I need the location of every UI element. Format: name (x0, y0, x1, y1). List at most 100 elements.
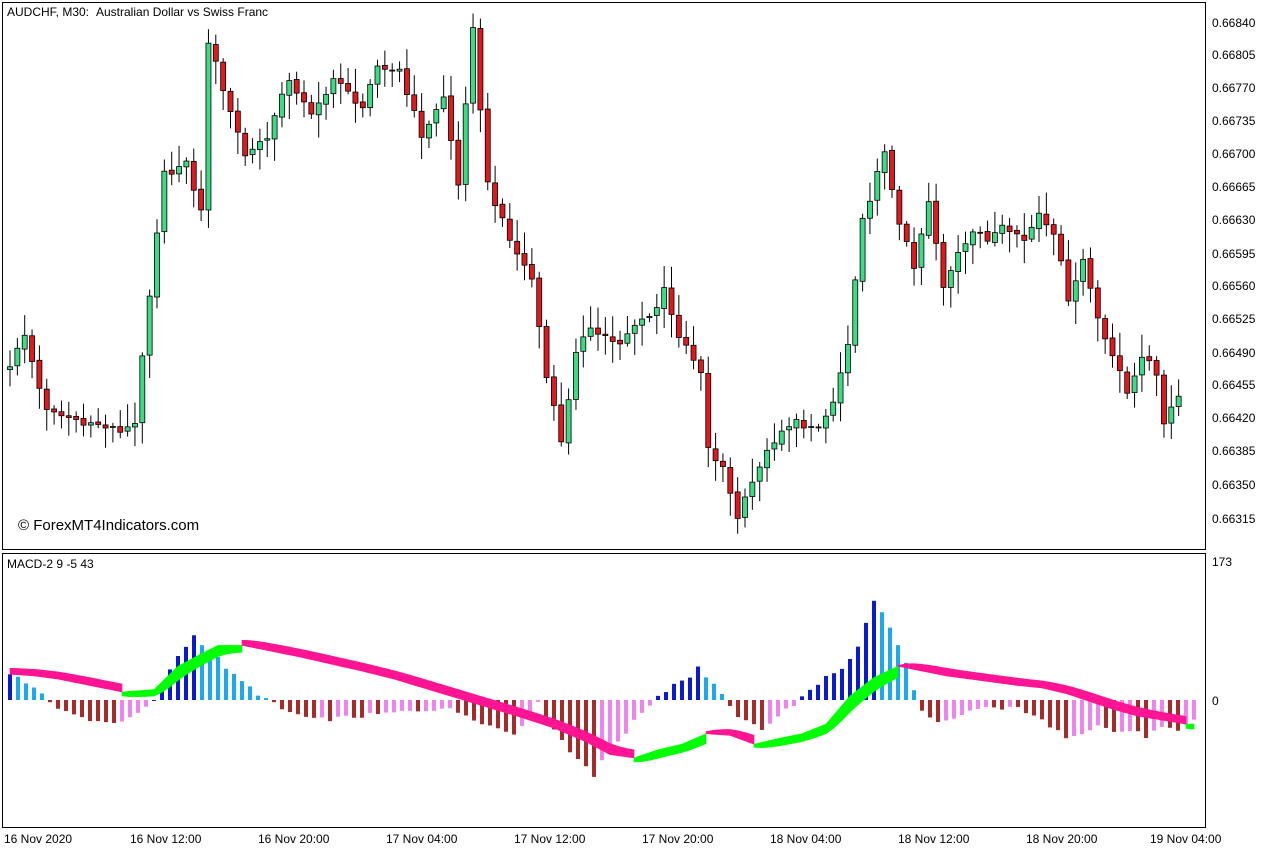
candle-body (653, 307, 660, 316)
candle-body (705, 373, 712, 448)
histogram-bar (808, 689, 812, 700)
signal-band-segment (1137, 706, 1147, 718)
symbol-description: Australian Dollar vs Swiss Franc (96, 5, 268, 19)
candle-body (43, 388, 50, 410)
signal-band-segment (353, 660, 363, 672)
signal-band-segment (921, 663, 931, 674)
signal-band-segment (361, 662, 371, 674)
candle-body (212, 44, 219, 62)
histogram-bar (888, 627, 892, 700)
signal-band-group (9, 639, 1195, 763)
candle-body (727, 467, 734, 494)
histogram-bar (560, 700, 564, 741)
candle-body (1065, 259, 1072, 302)
histogram-bar (544, 700, 548, 719)
signal-band-segment (257, 641, 267, 651)
histogram-bar (1048, 700, 1052, 728)
histogram-bar (1056, 700, 1060, 731)
histogram-bar (1192, 700, 1196, 720)
price-tick: 0.66700 (1212, 147, 1256, 161)
candle-body (418, 110, 425, 138)
signal-band-segment (793, 733, 803, 744)
candle-body (969, 231, 976, 246)
signal-band-segment (337, 657, 347, 668)
histogram-bar (1112, 700, 1116, 732)
histogram-bar (528, 700, 532, 716)
histogram-bar (696, 666, 700, 700)
histogram-bar (624, 700, 628, 734)
histogram-bar (32, 687, 36, 700)
histogram-bar (56, 700, 60, 709)
candle-body (154, 232, 160, 298)
candle-body (315, 102, 322, 116)
signal-band-segment (249, 640, 259, 649)
histogram-bar (800, 696, 804, 700)
histogram-bar (736, 700, 740, 718)
signal-band-segment (97, 678, 107, 690)
histogram-bar (1032, 700, 1036, 716)
signal-band-segment (1177, 714, 1187, 725)
histogram-bar (984, 700, 988, 707)
histogram-bar (1184, 700, 1188, 725)
candle-body (992, 232, 998, 243)
histogram-bar (856, 646, 860, 700)
signal-band-segment (937, 666, 947, 677)
signal-band-segment (377, 666, 387, 678)
histogram-bar (424, 700, 428, 712)
histogram-bar (8, 674, 12, 700)
candle-body (271, 115, 278, 140)
histogram-bar (448, 700, 452, 709)
price-tick: 0.66455 (1212, 378, 1256, 392)
candle-body (514, 240, 521, 255)
signal-band-segment (33, 669, 43, 678)
candle-body (778, 430, 785, 445)
candle-body (808, 426, 815, 428)
signal-band-segment (217, 645, 227, 657)
histogram-bar (1096, 700, 1100, 726)
signal-band-segment (305, 649, 315, 661)
candle-body (477, 28, 484, 111)
candle-body (1050, 224, 1057, 235)
signal-band-segment (777, 736, 787, 747)
histogram-bar (208, 650, 212, 700)
candle-body (367, 84, 374, 109)
histogram-bar (376, 700, 380, 715)
histogram-bar (344, 700, 348, 716)
time-label: 17 Nov 04:00 (386, 832, 458, 846)
histogram-bar (616, 700, 620, 742)
histogram-bar (1000, 700, 1004, 710)
histogram-bar (776, 700, 780, 717)
signal-band-segment (9, 667, 19, 676)
histogram-bar (1016, 700, 1020, 707)
histogram-bar (328, 700, 332, 722)
histogram-bar (712, 683, 716, 700)
candle-body (962, 243, 969, 252)
indicator-pane-border (2, 553, 1206, 828)
candle-body (1109, 337, 1116, 357)
candle-body (330, 78, 337, 95)
histogram-bar (296, 700, 300, 715)
candle-body (786, 426, 792, 431)
signal-band-segment (665, 745, 675, 757)
candle-body (859, 217, 866, 282)
price-tick: 0.66560 (1212, 279, 1256, 293)
candle-body (484, 108, 491, 183)
signal-band-segment (1049, 681, 1059, 693)
candle-body (190, 160, 197, 191)
histogram-bar (640, 700, 644, 713)
candle-body (874, 171, 881, 201)
candle-body (749, 481, 756, 497)
candle-body (984, 231, 991, 242)
histogram-bar (352, 700, 356, 718)
histogram-bar (872, 600, 876, 700)
price-tick: 0.66490 (1212, 346, 1256, 360)
candle-body (499, 203, 506, 219)
candle-body (668, 287, 675, 315)
candle-body (720, 460, 726, 467)
time-label: 16 Nov 2020 (4, 832, 72, 846)
signal-band-segment (313, 651, 323, 663)
time-label: 19 Nov 04:00 (1150, 832, 1222, 846)
candle-body (227, 90, 234, 112)
indicator-label: MACD-2 9 -5 43 (7, 557, 94, 571)
candle-body (800, 420, 807, 429)
